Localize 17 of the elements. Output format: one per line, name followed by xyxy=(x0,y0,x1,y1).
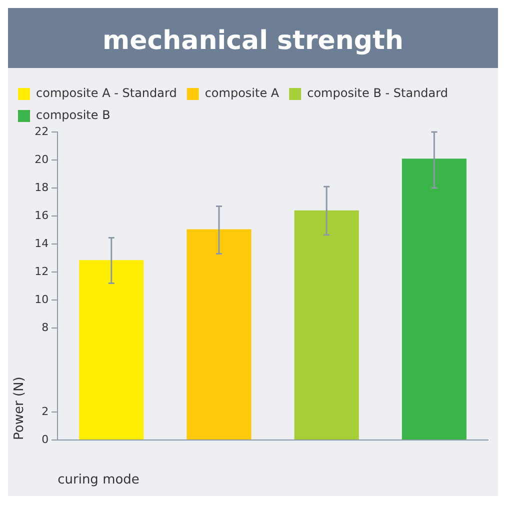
y-tick-label: 2 xyxy=(42,404,49,418)
legend-label: composite B xyxy=(36,108,110,122)
y-tick-label: 22 xyxy=(34,124,49,138)
y-tick-label: 8 xyxy=(42,320,49,334)
y-tick-label: 12 xyxy=(34,264,49,278)
chart-title: mechanical strength xyxy=(8,8,498,68)
y-tick-label: 0 xyxy=(42,432,49,446)
y-tick-label: 16 xyxy=(34,208,49,222)
x-axis-title: curing mode xyxy=(58,472,140,488)
legend-label: composite A - Standard xyxy=(36,86,177,100)
y-axis-title: Power (N) xyxy=(12,376,28,440)
y-tick-label: 18 xyxy=(34,180,49,194)
legend-label: composite B - Standard xyxy=(307,86,448,100)
y-tick-label: 10 xyxy=(34,292,49,306)
legend-label: composite A xyxy=(204,86,280,100)
y-tick-label: 14 xyxy=(34,236,49,250)
y-tick-label: 20 xyxy=(34,152,49,166)
